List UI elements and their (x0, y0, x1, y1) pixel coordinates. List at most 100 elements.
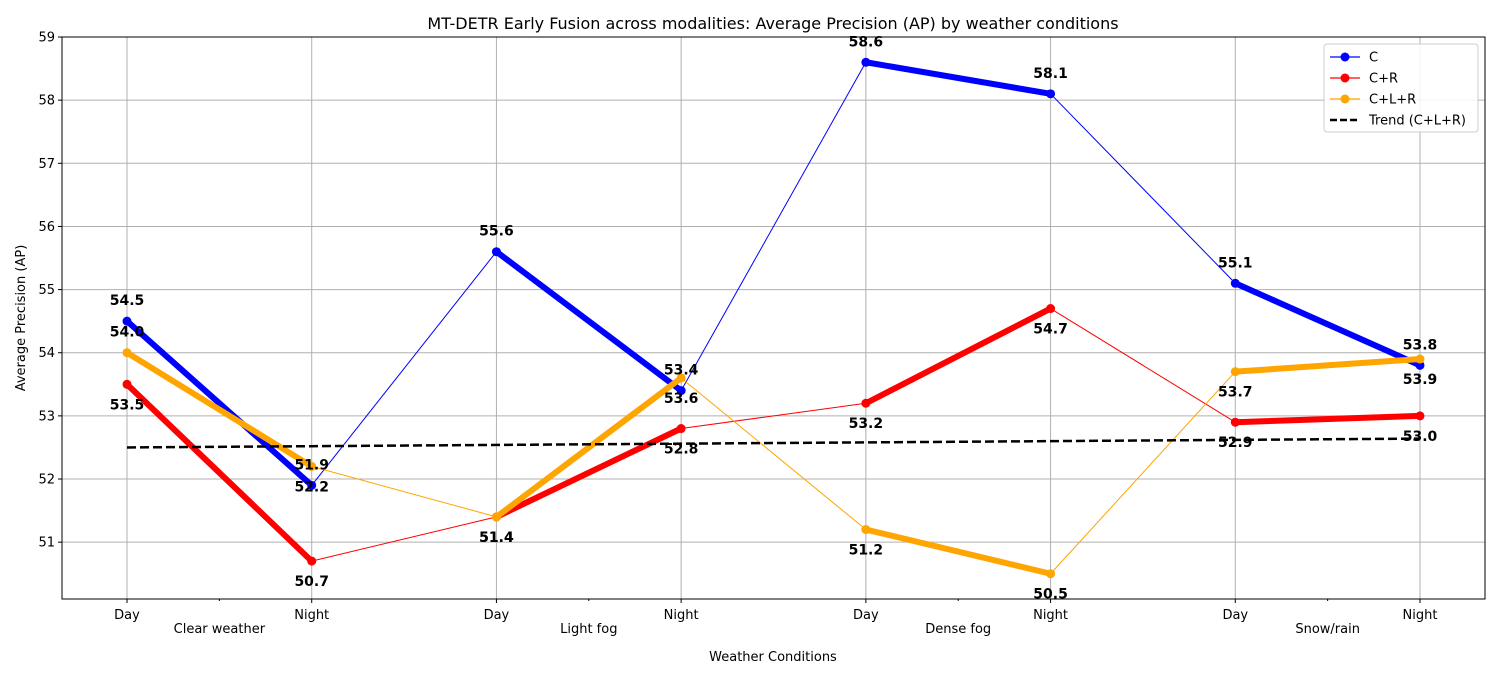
data-point (307, 556, 317, 566)
x-tick-label: Day (484, 608, 510, 623)
x-axis-label: Weather Conditions (709, 650, 837, 665)
segment-between-conditions (1050, 371, 1236, 575)
data-label: 53.2 (849, 416, 884, 432)
x-group-label: Light fog (560, 622, 617, 637)
data-point (1046, 89, 1056, 99)
x-tick-label: Night (664, 608, 699, 623)
legend-marker (1340, 73, 1350, 83)
data-point (1415, 360, 1425, 370)
segment-within-condition (862, 305, 1054, 407)
data-label: 58.6 (849, 34, 884, 50)
segment-within-condition (493, 425, 685, 520)
segment-within-condition (124, 349, 315, 470)
y-tick-label: 55 (38, 283, 55, 298)
y-tick-label: 53 (38, 409, 55, 424)
data-labels: 54.5 51.9 55.6 53.4 58.6 58.1 55.1 53.8 53.5 50.7… (110, 34, 1438, 602)
data-label: 58.1 (1033, 66, 1068, 82)
legend-marker (1340, 94, 1350, 104)
data-label: 53.6 (664, 391, 699, 407)
x-tick-label: Night (1403, 608, 1438, 623)
data-label: 51.4 (479, 530, 514, 546)
x-tick-label: Day (114, 608, 140, 623)
data-point (1046, 569, 1056, 579)
segment-between-conditions (311, 516, 497, 562)
data-label: 51.2 (849, 543, 884, 559)
data-label: 51.4 (479, 530, 514, 546)
segment-between-conditions (311, 251, 497, 486)
segment-within-condition (1232, 280, 1423, 369)
y-tick-label: 57 (38, 157, 55, 172)
data-point (676, 424, 686, 434)
segment-within-condition (862, 526, 1054, 577)
y-tick-label: 51 (38, 536, 55, 551)
data-label: 55.6 (479, 224, 514, 240)
legend-label: C (1369, 51, 1378, 66)
data-point (1415, 411, 1425, 421)
data-point (122, 316, 132, 326)
x-tick-label: Day (1222, 608, 1248, 623)
data-point (861, 525, 871, 535)
segment-within-condition (1232, 412, 1423, 426)
legend-box (1323, 43, 1479, 133)
data-label: 54.7 (1033, 322, 1068, 338)
data-label: 50.7 (294, 574, 329, 590)
trend-line (126, 437, 1421, 449)
data-label: 53.4 (664, 363, 699, 379)
legend-label: C+L+R (1369, 93, 1416, 108)
data-point (491, 512, 501, 522)
series-layer (122, 57, 1425, 579)
data-point (1230, 278, 1240, 288)
x-group-label: Clear weather (174, 622, 266, 637)
legend-marker (1340, 52, 1350, 62)
x-group-label: Snow/rain (1295, 622, 1360, 637)
plot-frame (61, 36, 1486, 600)
data-point (122, 379, 132, 389)
legend: C C+R C+L+R Trend (C+L+R) (1323, 43, 1479, 133)
data-label: 53.5 (110, 397, 145, 413)
segment-between-conditions (680, 377, 867, 531)
y-tick-label: 54 (38, 346, 55, 361)
data-point (861, 57, 871, 67)
segment-between-conditions (311, 465, 497, 518)
data-point (676, 386, 686, 396)
segment-between-conditions (680, 61, 867, 392)
data-point (307, 480, 317, 490)
data-label: 53.7 (1218, 385, 1253, 401)
segment-within-condition (493, 248, 685, 394)
data-label: 52.8 (664, 442, 699, 458)
segment-within-condition (493, 374, 685, 520)
data-point (1046, 304, 1056, 314)
segment-within-condition (124, 318, 315, 489)
y-axis-label: Average Precision (AP) (14, 245, 29, 392)
data-point (1230, 417, 1240, 427)
x-tick-label: Day (853, 608, 879, 623)
data-point (1230, 367, 1240, 377)
data-label: 54.5 (110, 293, 145, 309)
axes: Day Night Day Night Day Night Day Night Clear we… (38, 31, 1437, 638)
data-label: 53.9 (1403, 372, 1438, 388)
segment-between-conditions (1050, 308, 1236, 423)
segment-within-condition (862, 59, 1054, 97)
grid (62, 36, 1485, 599)
data-label: 52.9 (1218, 435, 1253, 451)
x-tick-label: Night (294, 608, 329, 623)
y-tick-label: 56 (38, 220, 55, 235)
legend-label: Trend (C+L+R) (1368, 114, 1466, 129)
y-tick-label: 58 (38, 94, 55, 109)
segment-between-conditions (1050, 93, 1236, 284)
data-label: 55.1 (1218, 255, 1253, 271)
series-c (122, 57, 1425, 490)
chart-title: MT-DETR Early Fusion across modalities: … (427, 14, 1118, 33)
data-point (676, 373, 686, 383)
data-label: 53.0 (1403, 429, 1438, 445)
data-label: 54.0 (110, 325, 145, 341)
data-label: 52.2 (294, 479, 329, 495)
y-tick-label: 52 (38, 473, 55, 488)
data-label: 53.8 (1403, 337, 1438, 353)
y-tick-label: 59 (38, 31, 55, 46)
data-point (307, 461, 317, 471)
legend-label: C+R (1369, 72, 1398, 87)
segment-within-condition (1232, 356, 1423, 375)
data-point (861, 398, 871, 408)
